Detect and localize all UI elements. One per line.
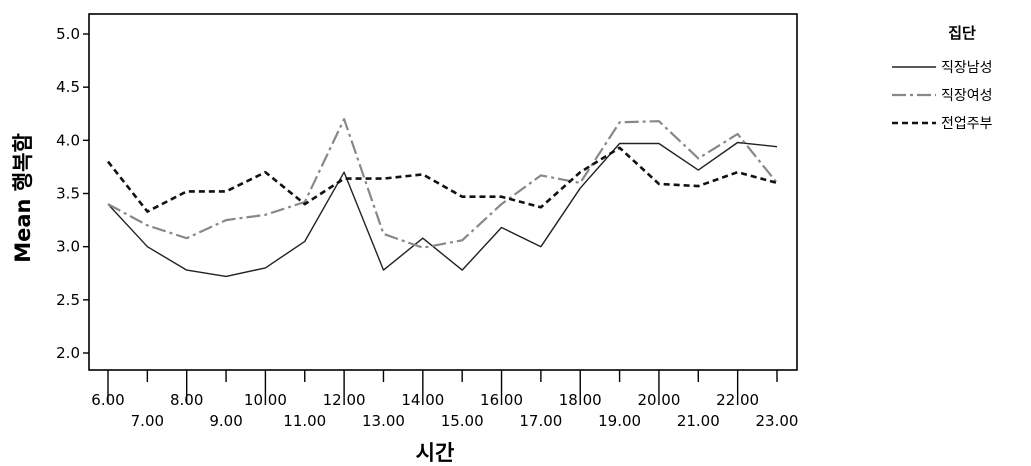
y-tick-label: 3.0 <box>56 238 80 256</box>
x-tick-label: 9.00 <box>209 412 242 430</box>
x-tick-label: 10.00 <box>244 391 287 409</box>
x-tick-label: 21.00 <box>677 412 720 430</box>
series-line-2 <box>107 117 778 249</box>
x-tick-label: 12.00 <box>323 391 366 409</box>
legend-label-1: 직장남성 <box>941 60 993 76</box>
y-axis: 2.0 2.5 3.0 3.5 4.0 4.5 5.0 <box>56 25 89 362</box>
x-tick-label: 6.00 <box>91 391 124 409</box>
x-tick-label: 13.00 <box>362 412 405 430</box>
x-tick-label: 7.00 <box>131 412 164 430</box>
x-tick-label: 20.00 <box>637 391 680 409</box>
series-lines <box>106 117 778 278</box>
x-tick-label: 22.00 <box>716 391 759 409</box>
x-tick-label: 8.00 <box>170 391 203 409</box>
legend-title: 집단 <box>948 24 976 42</box>
series-line-1 <box>107 141 778 278</box>
y-tick-label: 2.5 <box>56 291 80 309</box>
series-line-3 <box>106 146 778 213</box>
x-tick-label: 15.00 <box>441 412 484 430</box>
x-tick-label: 14.00 <box>401 391 444 409</box>
y-tick-label: 4.5 <box>56 78 80 96</box>
x-tick-label: 17.00 <box>519 412 562 430</box>
x-tick-label: 18.00 <box>559 391 602 409</box>
y-tick-label: 5.0 <box>56 25 80 43</box>
x-tick-label: 19.00 <box>598 412 641 430</box>
y-tick-label: 4.0 <box>56 131 80 149</box>
legend-label-2: 직장여성 <box>941 88 993 104</box>
y-axis-title: Mean 행복함 <box>11 133 35 263</box>
x-axis-title: 시간 <box>416 441 455 465</box>
plot-frame <box>88 13 798 371</box>
x-tick-label: 16.00 <box>480 391 523 409</box>
x-tick-label: 11.00 <box>283 412 326 430</box>
legend-label-3: 전업주부 <box>941 116 993 132</box>
y-tick-label: 2.0 <box>56 344 80 362</box>
x-tick-label: 23.00 <box>756 412 799 430</box>
plot-border <box>88 13 798 371</box>
y-tick-label: 3.5 <box>56 185 80 203</box>
